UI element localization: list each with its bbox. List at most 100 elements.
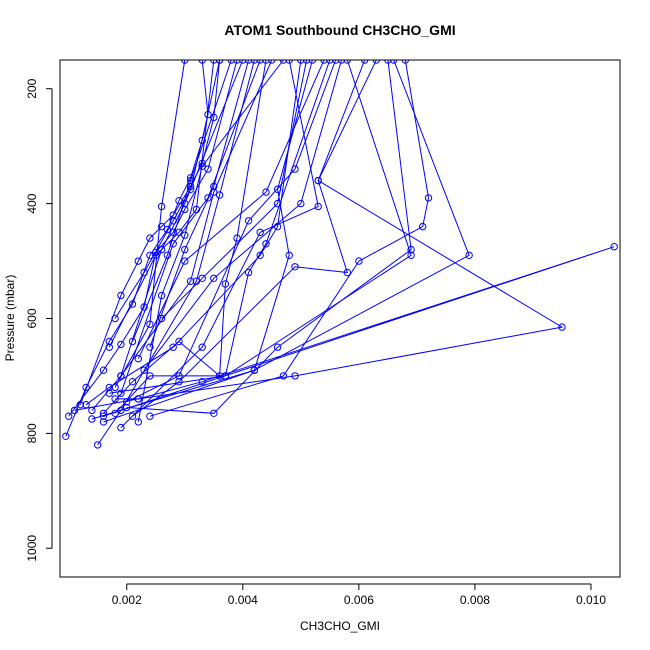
data-point xyxy=(134,257,143,265)
data-point xyxy=(302,60,311,64)
axes: 0.002 0.004 0.006 0.008 0.010 200 400 600 800 100… xyxy=(25,59,621,607)
data-point xyxy=(134,355,143,363)
chart-title: ATOM1 Southbound CH3CHO_GMI xyxy=(224,22,455,38)
data-point xyxy=(175,378,183,386)
data-point xyxy=(343,60,351,64)
data-point xyxy=(390,60,398,64)
data-point xyxy=(244,268,253,277)
data-point xyxy=(117,291,125,300)
data-point xyxy=(117,340,125,349)
y-tick-label: 800 xyxy=(25,423,39,443)
x-tick-label: 0.010 xyxy=(576,593,606,607)
series-line xyxy=(126,60,337,403)
data-point xyxy=(105,383,114,392)
data-point xyxy=(262,240,270,248)
data-point xyxy=(285,251,293,260)
series-line xyxy=(109,60,412,394)
data-point xyxy=(105,389,114,397)
data-point xyxy=(117,423,125,432)
data-point xyxy=(227,60,235,64)
data-point xyxy=(262,188,270,196)
data-point xyxy=(157,202,166,211)
data-point xyxy=(198,378,206,386)
series-line xyxy=(103,246,615,417)
y-axis-label: Pressure (mbar) xyxy=(3,275,17,362)
data-point xyxy=(233,60,241,64)
data-point xyxy=(204,165,212,173)
plot-frame xyxy=(59,59,621,578)
series-line xyxy=(149,60,430,417)
data-point xyxy=(123,398,131,406)
plot-area xyxy=(62,60,618,449)
data-point xyxy=(210,113,218,122)
data-point xyxy=(285,60,293,64)
data-point xyxy=(262,60,270,64)
data-point xyxy=(128,412,137,420)
data-point xyxy=(186,277,195,285)
data-point xyxy=(204,194,212,202)
data-point xyxy=(384,60,392,64)
data-point xyxy=(111,395,119,403)
data-point xyxy=(111,314,119,323)
series-line xyxy=(79,60,221,405)
data-point xyxy=(256,251,264,260)
data-point xyxy=(297,60,305,64)
series-line xyxy=(85,60,302,406)
data-point xyxy=(163,251,172,260)
series-line xyxy=(97,60,255,446)
data-point xyxy=(407,251,415,260)
data-point xyxy=(105,343,114,351)
data-point xyxy=(610,243,618,251)
series-line xyxy=(137,60,325,359)
data-point xyxy=(465,251,473,260)
data-point xyxy=(99,409,108,417)
data-point xyxy=(279,60,288,64)
data-point xyxy=(273,343,282,351)
data-point xyxy=(210,409,218,417)
data-point xyxy=(331,60,340,64)
data-point xyxy=(157,314,166,323)
series-line xyxy=(65,60,221,437)
data-point xyxy=(175,197,183,205)
data-point xyxy=(65,412,73,420)
series-line xyxy=(120,60,319,428)
x-tick-label: 0.002 xyxy=(112,593,142,607)
data-point xyxy=(198,60,206,64)
x-tick-label: 0.004 xyxy=(228,593,258,607)
x-tick-label: 0.008 xyxy=(460,593,490,607)
data-point xyxy=(221,280,230,288)
data-point xyxy=(128,378,137,386)
series-line xyxy=(132,60,232,342)
data-point xyxy=(181,245,189,254)
data-point xyxy=(233,234,241,242)
data-point xyxy=(401,60,409,64)
x-axis-label: CH3CHO_GMI xyxy=(300,619,380,633)
data-point xyxy=(157,222,166,231)
data-point xyxy=(169,240,177,248)
data-point xyxy=(70,406,79,415)
data-point xyxy=(297,199,305,208)
data-point xyxy=(186,176,195,185)
data-point xyxy=(355,257,363,265)
data-point xyxy=(152,251,160,260)
series-line xyxy=(114,60,186,388)
data-point xyxy=(198,136,206,145)
data-point xyxy=(250,366,259,374)
data-point xyxy=(181,60,189,64)
data-point xyxy=(94,441,102,449)
data-point xyxy=(372,60,380,64)
data-point xyxy=(117,372,125,380)
data-point xyxy=(146,343,154,351)
series-line xyxy=(132,60,366,417)
data-point xyxy=(128,337,137,346)
data-point xyxy=(326,60,334,64)
y-tick-label: 400 xyxy=(25,193,39,213)
data-point xyxy=(117,389,125,397)
data-point xyxy=(181,231,189,239)
data-point xyxy=(146,234,154,242)
data-point xyxy=(268,60,276,64)
data-point xyxy=(181,257,189,265)
data-point xyxy=(221,372,230,380)
data-point xyxy=(146,412,154,420)
data-point xyxy=(175,337,183,346)
